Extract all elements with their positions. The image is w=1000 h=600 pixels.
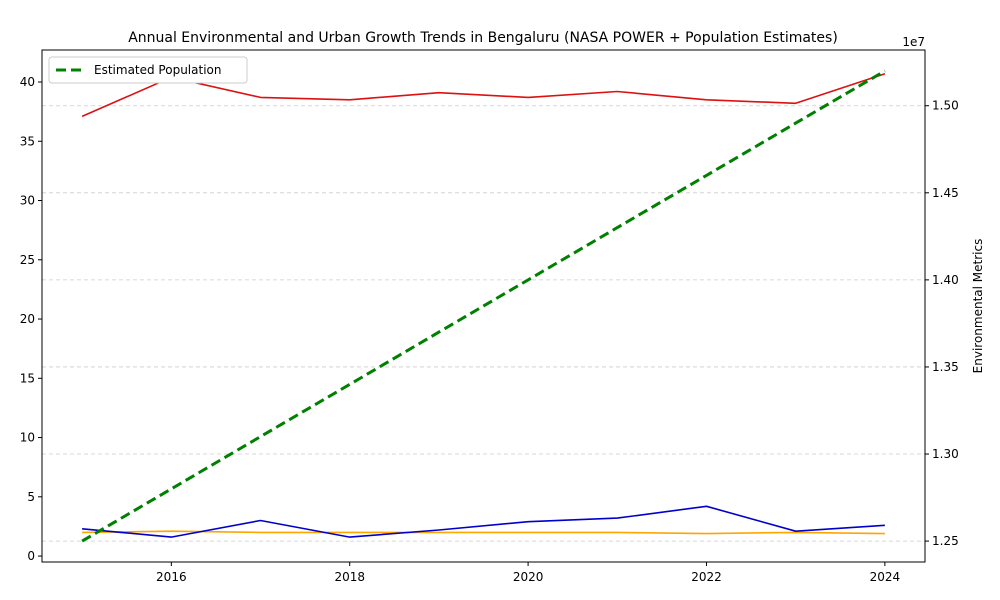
x-tick-label-2: 2020	[513, 570, 544, 584]
left-tick-label-0: 0	[27, 549, 35, 563]
left-tick-label-1: 5	[27, 490, 35, 504]
left-tick-label-5: 25	[20, 253, 35, 267]
right-tick-label-0: 1.25	[932, 534, 959, 548]
right-axis-offset-label: 1e7	[902, 35, 925, 49]
right-tick-label-2: 1.35	[932, 360, 959, 374]
right-tick-label-4: 1.45	[932, 186, 959, 200]
series-line-1	[82, 530, 885, 535]
right-tick-label-1: 1.30	[932, 447, 959, 461]
x-tick-label-3: 2022	[691, 570, 722, 584]
chart-title: Annual Environmental and Urban Growth Tr…	[128, 30, 838, 46]
legend: Estimated Population	[48, 56, 248, 84]
left-tick-label-3: 15	[20, 371, 35, 385]
x-tick-label-4: 2024	[870, 570, 901, 584]
right-axis-label: Environmental Metrics	[971, 239, 985, 374]
series-line-2	[82, 505, 885, 538]
left-tick-label-7: 35	[20, 134, 35, 148]
legend-label: Estimated Population	[94, 63, 221, 77]
grid-lines	[42, 105, 925, 542]
axes: 0 5 10 15 20 25 30 35 40 1.25 1.30 1.35 1.40 1.45 1.50…	[20, 75, 959, 584]
x-tick-label-0: 2016	[156, 570, 187, 584]
left-tick-label-8: 40	[20, 75, 35, 89]
x-tick-label-1: 2018	[334, 570, 365, 584]
series-line-3	[81, 69, 886, 543]
left-tick-label-2: 10	[20, 431, 35, 445]
plot-area-frame	[41, 49, 926, 563]
right-tick-label-3: 1.40	[932, 273, 959, 287]
legend-box	[48, 56, 248, 84]
series-line-0	[81, 72, 886, 118]
left-tick-label-4: 20	[20, 312, 35, 326]
series-lines	[81, 69, 886, 543]
left-tick-label-6: 30	[20, 194, 35, 208]
right-tick-label-5: 1.50	[932, 99, 959, 113]
